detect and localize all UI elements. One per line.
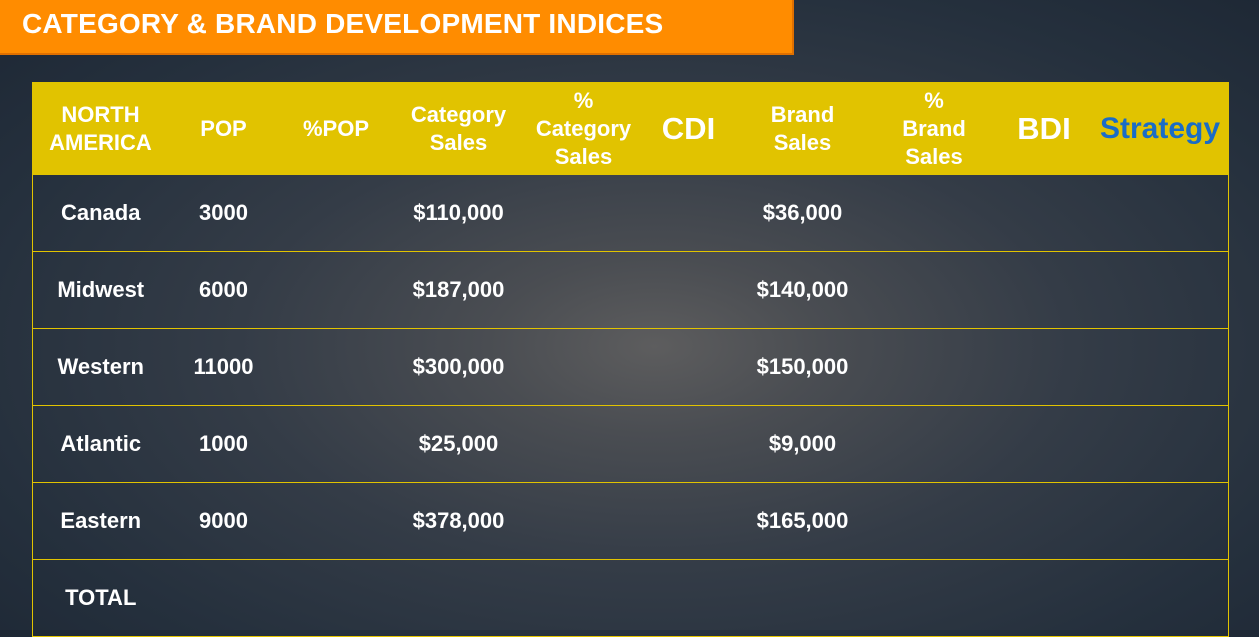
category-sales-cell [393,559,524,637]
pop-cell: 6000 [168,251,279,329]
brand-sales-cell: $165,000 [733,482,872,560]
strategy-cell [1091,405,1229,483]
pct-brand-sales-cell [871,328,997,406]
column-header-category-sales: Category Sales [393,82,524,175]
strategy-cell [1091,559,1229,637]
brand-sales-cell: $140,000 [733,251,872,329]
pct-pop-cell [278,405,394,483]
bdi-cell [996,405,1092,483]
region-cell: TOTAL [32,559,169,637]
column-header-pop: POP [168,82,279,175]
region-cell: Atlantic [32,405,169,483]
pct-category-sales-cell [523,559,644,637]
header-row: NORTH AMERICA POP %POP Category Sales % Cat… [32,82,1229,175]
bdi-cell [996,482,1092,560]
bdi-cell [996,559,1092,637]
strategy-cell [1091,251,1229,329]
region-cell: Eastern [32,482,169,560]
table-row-midwest: Midwest 6000 $187,000 $140,000 [32,251,1229,329]
column-header-pct-category-sales: % Category Sales [523,82,644,175]
strategy-cell [1091,174,1229,252]
column-header-brand-sales: Brand Sales [733,82,872,175]
column-header-pct-pop: %POP [278,82,394,175]
category-sales-cell: $25,000 [393,405,524,483]
page-title: CATEGORY & BRAND DEVELOPMENT INDICES [22,8,664,39]
category-sales-cell: $300,000 [393,328,524,406]
pct-brand-sales-cell [871,482,997,560]
cdi-cell [643,482,734,560]
indices-table: NORTH AMERICA POP %POP Category Sales % Cat… [32,82,1229,637]
pop-cell: 9000 [168,482,279,560]
column-header-pct-brand-sales: % Brand Sales [871,82,997,175]
column-header-region: NORTH AMERICA [32,82,169,175]
brand-sales-cell [733,559,872,637]
pct-category-sales-cell [523,405,644,483]
bdi-cell [996,328,1092,406]
pct-category-sales-cell [523,251,644,329]
brand-sales-cell: $36,000 [733,174,872,252]
column-header-bdi: BDI [996,82,1092,175]
pct-category-sales-cell [523,328,644,406]
category-sales-cell: $378,000 [393,482,524,560]
pct-category-sales-cell [523,174,644,252]
brand-sales-cell: $9,000 [733,405,872,483]
category-sales-cell: $110,000 [393,174,524,252]
table-row-canada: Canada 3000 $110,000 $36,000 [32,174,1229,252]
bdi-cell [996,251,1092,329]
cdi-cell [643,405,734,483]
pct-pop-cell [278,482,394,560]
pop-cell: 1000 [168,405,279,483]
cdi-cell [643,174,734,252]
pop-cell [168,559,279,637]
pct-brand-sales-cell [871,251,997,329]
strategy-cell [1091,482,1229,560]
brand-sales-cell: $150,000 [733,328,872,406]
pct-brand-sales-cell [871,559,997,637]
region-cell: Canada [32,174,169,252]
cdi-cell [643,328,734,406]
pct-pop-cell [278,559,394,637]
pop-cell: 3000 [168,174,279,252]
cdi-cell [643,559,734,637]
category-sales-cell: $187,000 [393,251,524,329]
pct-pop-cell [278,328,394,406]
strategy-cell [1091,328,1229,406]
bdi-cell [996,174,1092,252]
cdi-cell [643,251,734,329]
pct-brand-sales-cell [871,405,997,483]
region-cell: Midwest [32,251,169,329]
title-banner: CATEGORY & BRAND DEVELOPMENT INDICES [0,0,794,55]
pct-category-sales-cell [523,482,644,560]
column-header-strategy: Strategy [1091,82,1229,175]
region-cell: Western [32,328,169,406]
table-row-atlantic: Atlantic 1000 $25,000 $9,000 [32,405,1229,483]
table-row-total: TOTAL [32,559,1229,637]
table-row-eastern: Eastern 9000 $378,000 $165,000 [32,482,1229,560]
table-row-western: Western 11000 $300,000 $150,000 [32,328,1229,406]
pct-brand-sales-cell [871,174,997,252]
pop-cell: 11000 [168,328,279,406]
pct-pop-cell [278,251,394,329]
column-header-cdi: CDI [643,82,734,175]
pct-pop-cell [278,174,394,252]
